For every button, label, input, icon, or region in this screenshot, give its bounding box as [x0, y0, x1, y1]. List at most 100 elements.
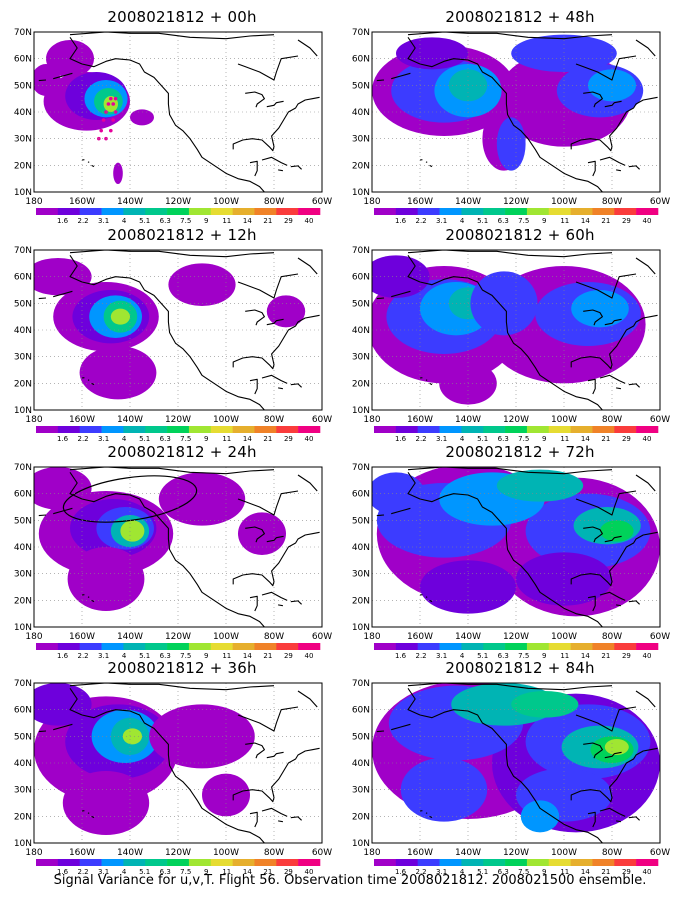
lat-tick-label: 40N: [14, 326, 32, 336]
lat-tick-label: 10N: [352, 839, 370, 849]
colorbar-label: 9: [204, 652, 208, 660]
colorbar-swatch: [374, 859, 397, 866]
lon-tick-label: 180: [363, 197, 380, 207]
colorbar-label: 6.3: [160, 868, 171, 876]
colorbar-swatch: [232, 643, 255, 650]
colorbar-label: 1.6: [395, 652, 407, 660]
lat-tick-label: 30N: [352, 570, 370, 580]
colorbar: 1.6 2.2 3.1 4 5.1 6.3 7.5 9 11 14 21 29 40: [374, 426, 659, 443]
lat-tick-label: 60N: [14, 55, 32, 65]
colorbar-swatch: [232, 208, 255, 215]
colorbar-label: 40: [304, 652, 313, 660]
colorbar-swatch: [592, 859, 615, 866]
colorbar-swatch: [298, 426, 321, 433]
lon-tick-label: 120W: [165, 848, 191, 858]
colorbar-label: 2.2: [78, 652, 89, 660]
panel-60h: 2008021812 + 60h 70N 60N 50N 40N 30N 20N 10N 18…: [350, 226, 690, 444]
variance-contour: [604, 739, 629, 755]
colorbar-swatch: [570, 426, 593, 433]
lon-tick-label: 160W: [69, 632, 95, 642]
lon-tick-label: 180: [25, 632, 42, 642]
colorbar-swatch: [592, 426, 615, 433]
colorbar-label: 3.1: [436, 435, 447, 443]
colorbar-label: 5.1: [477, 652, 488, 660]
colorbar-swatch: [461, 208, 484, 215]
colorbar-swatch: [123, 643, 146, 650]
dropsonde-marker: [111, 102, 115, 106]
colorbar-label: 29: [622, 868, 631, 876]
grid-lines: [34, 683, 322, 843]
panel-72h: 2008021812 + 72h 70N 60N 50N 40N 30N 20N 10N 18…: [350, 443, 690, 661]
colorbar-label: 6.3: [498, 217, 509, 225]
panel-00h: 2008021812 + 00h 70N 60N 50N 40N 30N 20N 10N 18…: [12, 8, 352, 226]
panel-title: 2008021812 + 00h: [107, 8, 257, 26]
variance-shading: [372, 467, 660, 617]
lon-tick-label: 180: [363, 415, 380, 425]
lon-tick-label: 100W: [551, 848, 577, 858]
colorbar-swatch: [636, 643, 659, 650]
colorbar-label: 7.5: [518, 435, 529, 443]
colorbar-swatch: [232, 859, 255, 866]
lat-tick-label: 30N: [14, 353, 32, 363]
lon-tick-label: 60W: [650, 197, 670, 207]
colorbar-swatch: [36, 859, 59, 866]
variance-contour: [168, 263, 236, 306]
colorbar-swatch: [395, 643, 418, 650]
variance-contour: [238, 512, 286, 555]
colorbar-label: 6.3: [160, 217, 171, 225]
colorbar-label: 6.3: [160, 435, 171, 443]
lat-tick-label: 70N: [14, 679, 32, 689]
colorbar-label: 2.2: [416, 217, 427, 225]
colorbar-swatch: [374, 208, 397, 215]
map-frame: [33, 249, 323, 411]
colorbar-label: 14: [243, 217, 252, 225]
colorbar-swatch: [439, 426, 462, 433]
panel-title: 2008021812 + 84h: [445, 659, 595, 677]
lat-tick-label: 10N: [352, 623, 370, 633]
colorbar-label: 7.5: [180, 217, 191, 225]
colorbar-swatch: [79, 208, 102, 215]
variance-contour: [34, 64, 61, 96]
lat-tick-label: 60N: [14, 273, 32, 283]
lon-tick-label: 140W: [455, 415, 481, 425]
colorbar-label: 14: [581, 868, 590, 876]
colorbar-label: 6.3: [498, 652, 509, 660]
lon-tick-label: 80W: [264, 415, 284, 425]
colorbar-swatch: [570, 643, 593, 650]
lon-tick-label: 120W: [503, 415, 529, 425]
dropsonde-marker: [99, 128, 103, 133]
colorbar-swatch: [483, 426, 506, 433]
map-frame: [33, 31, 323, 193]
colorbar-label: 4: [122, 217, 127, 225]
lon-tick-label: 140W: [455, 632, 481, 642]
colorbar-label: 6.3: [498, 868, 509, 876]
colorbar-label: 6.3: [498, 435, 509, 443]
colorbar-label: 9: [542, 217, 546, 225]
colorbar-label: 21: [601, 217, 610, 225]
colorbar-label: 3.1: [436, 868, 447, 876]
variance-contour: [470, 271, 538, 336]
colorbar-label: 29: [284, 652, 293, 660]
colorbar-swatch: [79, 426, 102, 433]
colorbar-swatch: [254, 643, 277, 650]
colorbar-swatch: [395, 426, 418, 433]
colorbar-swatch: [526, 643, 550, 650]
target-region-ellipse: [62, 475, 198, 523]
grid-lines: [372, 683, 660, 843]
colorbar-swatch: [505, 859, 528, 866]
lat-tick-label: 10N: [14, 839, 32, 849]
panel-48h: 2008021812 + 48h 70N 60N 50N 40N 30N 20N 10N 18…: [350, 8, 690, 226]
lat-tick-label: 70N: [352, 679, 370, 689]
variance-shading: [372, 34, 644, 171]
colorbar-swatch: [167, 643, 190, 650]
colorbar-label: 1.6: [57, 435, 69, 443]
lat-tick-label: 70N: [14, 463, 32, 473]
lat-tick-label: 40N: [352, 759, 370, 769]
colorbar-swatch: [374, 426, 397, 433]
dropsonde-marker: [109, 96, 113, 101]
colorbar-label: 4: [460, 868, 465, 876]
colorbar-label: 7.5: [180, 652, 191, 660]
